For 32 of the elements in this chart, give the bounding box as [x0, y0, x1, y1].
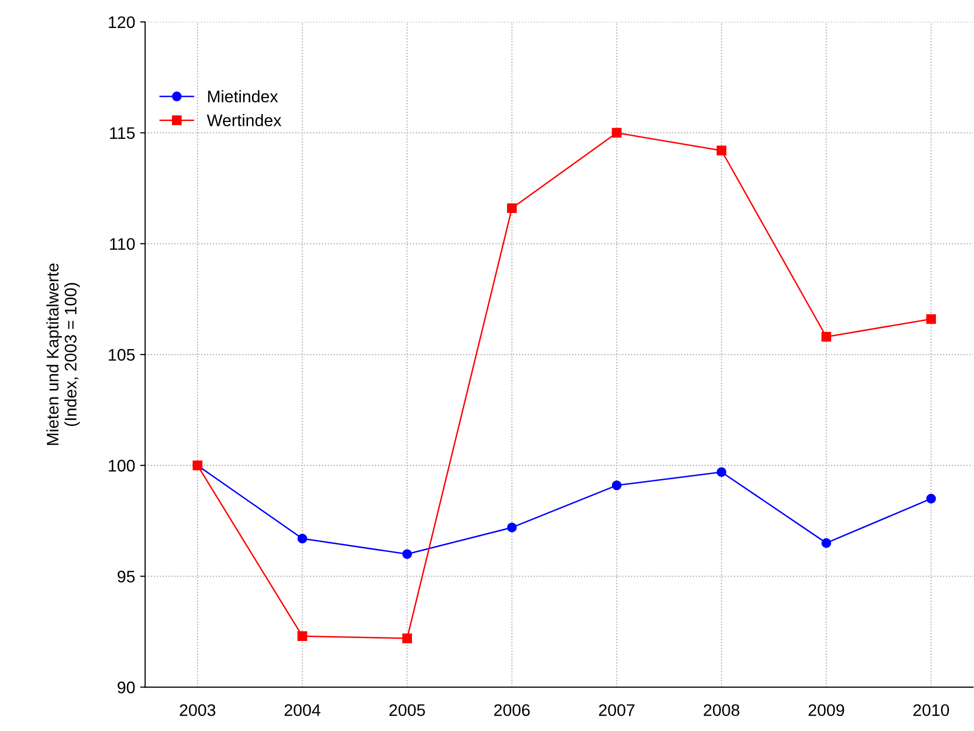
point — [297, 534, 308, 544]
x-tick-label: 2009 — [808, 704, 844, 716]
y-axis-title: Mieten und Kaptitalwerte (Index, 2003 = 100) — [46, 264, 80, 445]
point — [612, 480, 622, 490]
point — [716, 467, 726, 477]
point — [507, 203, 517, 214]
legend-label: Mietindex — [208, 90, 278, 102]
point — [402, 633, 412, 644]
y-tick-label: 105 — [108, 348, 135, 361]
point — [612, 128, 622, 138]
y-tick-label: 120 — [108, 16, 135, 28]
y-tick-label: 90 — [118, 682, 135, 694]
y-tick-label: 110 — [110, 238, 135, 250]
point — [297, 631, 308, 641]
x-tick-label: 2006 — [494, 704, 530, 716]
y-tick-label: 95 — [118, 570, 135, 582]
point — [507, 522, 517, 532]
y-tick-label: 115 — [110, 127, 135, 139]
legend-label: Wertindex — [206, 114, 282, 126]
x-tick-label: 2005 — [389, 704, 425, 716]
point — [926, 314, 936, 324]
point — [821, 332, 832, 342]
point — [402, 549, 412, 559]
x-tick-label: 2008 — [704, 704, 740, 716]
point — [821, 538, 832, 548]
x-tick-label: 2010 — [913, 704, 949, 716]
point — [926, 494, 936, 504]
point — [716, 146, 726, 156]
x-tick-label: 2003 — [180, 704, 216, 716]
x-tick-label: 2007 — [599, 704, 634, 716]
y-tick-label: 100 — [108, 460, 135, 472]
x-tick-label: 2004 — [284, 704, 320, 716]
